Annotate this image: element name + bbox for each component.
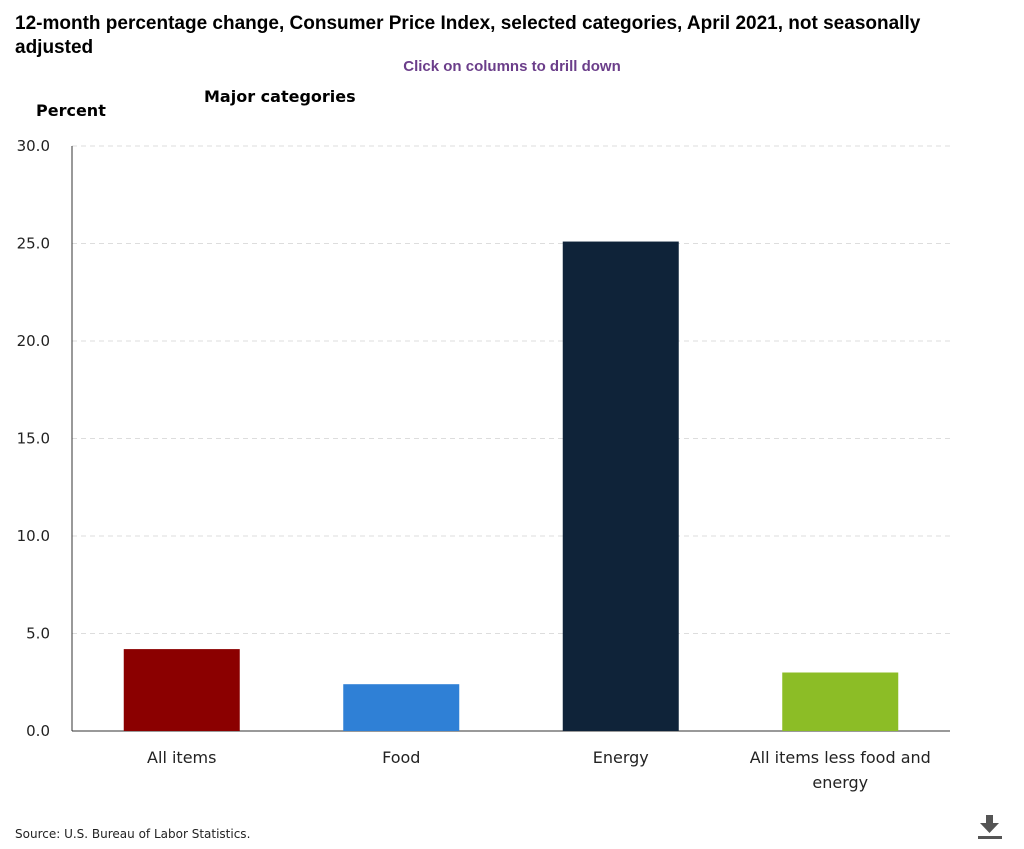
y-tick-label: 20.0 [17,332,50,350]
x-tick-label: Food [382,748,420,767]
source-note: Source: U.S. Bureau of Labor Statistics. [15,827,251,841]
download-button[interactable] [972,808,1008,844]
bar-1[interactable] [123,649,240,731]
y-tick-label: 5.0 [26,625,50,643]
y-axis-label: Percent [36,101,106,120]
y-tick-label: 25.0 [17,235,50,253]
y-tick-label: 15.0 [17,430,50,448]
y-tick-label: 10.0 [17,527,50,545]
x-tick-label-line: Food [382,748,420,767]
y-tick-label: 30.0 [17,137,50,155]
bar-3[interactable] [562,241,679,732]
download-icon [978,815,1002,839]
bar-2[interactable] [343,684,460,731]
bar-4[interactable] [782,672,899,732]
chart-title: 12-month percentage change, Consumer Pri… [15,13,921,58]
x-tick-label: All items [147,748,216,767]
x-tick-label: Energy [593,748,649,767]
y-tick-label: 0.0 [26,722,50,740]
x-tick-label: All items less food and energy [750,748,931,792]
x-tick-label-line: All items [147,748,216,767]
x-tick-label-line: All items less food and [750,748,931,767]
chart-subtitle: Click on columns to drill down [403,58,621,75]
drilldown-level-label: Major categories [204,87,356,106]
x-tick-label-line: Energy [593,748,649,767]
x-tick-label-line: energy [812,773,868,792]
